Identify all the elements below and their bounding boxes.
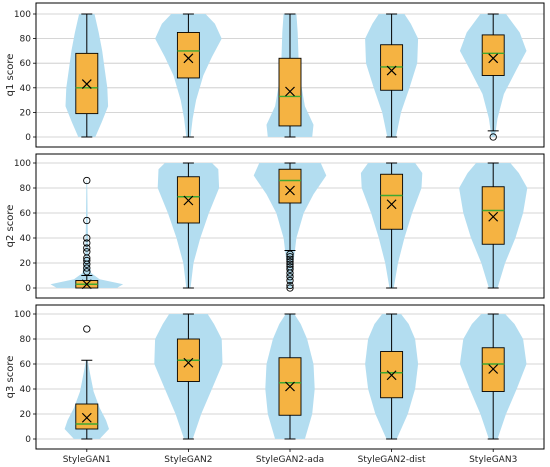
outlier-point — [489, 133, 497, 141]
y-tick-label: 40 — [20, 385, 32, 395]
chart-panels: 0 20 40 60 80 100 q1 score 0 20 40 60 80 100 q2 score… — [5, 2, 545, 450]
series-group — [360, 162, 423, 289]
outlier-point — [286, 250, 294, 258]
series-group — [459, 162, 528, 289]
outlier-point — [286, 255, 294, 263]
y-tick-label: 60 — [20, 209, 32, 219]
outlier-point — [83, 264, 91, 272]
outlier-point — [286, 281, 294, 290]
mean-marker — [81, 79, 92, 90]
box — [176, 32, 200, 79]
y-tick-label: 40 — [20, 84, 32, 94]
series-group — [265, 313, 315, 440]
mean-marker — [386, 199, 397, 210]
series-group — [365, 13, 419, 138]
outlier-point — [83, 268, 91, 276]
panel: 0 20 40 60 80 100 q3 score — [5, 304, 545, 450]
panel: 0 20 40 60 80 100 q1 score — [5, 2, 545, 148]
series-group — [65, 13, 109, 138]
outlier-point — [286, 258, 294, 266]
outlier-point — [83, 325, 91, 333]
y-axis-label: q2 score — [5, 205, 16, 248]
x-axis: StyleGAN1 StyleGAN2 StyleGAN2-ada StyleGAN2… — [63, 449, 517, 465]
y-tick-label: 100 — [14, 159, 31, 169]
panel: 0 20 40 60 80 100 q2 score — [5, 153, 545, 299]
outlier-point — [83, 244, 91, 252]
panel-frame — [35, 153, 545, 299]
y-axis-label: q1 score — [5, 54, 16, 97]
mean-marker — [183, 357, 194, 368]
outlier-point — [83, 234, 91, 242]
x-tick-label: StyleGAN1 — [63, 455, 111, 465]
outlier-point — [83, 256, 91, 265]
mean-marker — [183, 195, 194, 206]
violin — [50, 180, 124, 288]
box — [481, 186, 505, 245]
outlier-point — [83, 248, 91, 256]
mean-marker — [488, 53, 499, 64]
y-tick-label: 20 — [20, 410, 32, 420]
panel-frame — [35, 2, 545, 148]
y-tick-label: 0 — [25, 435, 31, 445]
mean-marker — [81, 412, 92, 423]
y-tick-label: 20 — [20, 259, 32, 269]
box — [75, 403, 99, 430]
mean-marker — [285, 86, 295, 97]
x-tick-label: StyleGAN2 — [164, 455, 212, 465]
y-tick-label: 60 — [20, 360, 32, 370]
y-tick-label: 0 — [25, 133, 31, 143]
box — [380, 173, 404, 230]
mean-marker — [386, 65, 397, 76]
outlier-point — [83, 216, 91, 225]
outlier-point — [286, 273, 294, 281]
series-group — [266, 13, 314, 138]
y-tick-label: 100 — [14, 310, 31, 320]
mean-marker — [81, 279, 92, 290]
mean-marker — [183, 53, 194, 64]
series-group — [459, 13, 527, 141]
box — [481, 34, 505, 76]
outlier-point — [286, 284, 294, 292]
y-tick-label: 80 — [20, 35, 32, 45]
outlier-point — [286, 276, 294, 285]
series-group — [157, 162, 220, 289]
box — [278, 168, 302, 204]
series-group — [365, 313, 419, 440]
mean-marker — [488, 211, 499, 222]
y-tick-label: 20 — [20, 108, 32, 118]
series-group — [459, 313, 527, 440]
series-group — [253, 162, 327, 292]
outlier-point — [83, 176, 91, 185]
y-tick-label: 40 — [20, 234, 32, 244]
series-group — [50, 176, 124, 290]
series-group — [154, 313, 223, 440]
y-tick-label: 80 — [20, 184, 32, 194]
x-tick-label: StyleGAN2-ada — [256, 455, 324, 465]
outlier-point — [286, 253, 294, 261]
series-group — [155, 13, 222, 138]
y-tick-label: 100 — [14, 10, 31, 20]
outlier-point — [83, 239, 91, 247]
series-group — [64, 325, 109, 440]
mean-marker — [488, 364, 499, 374]
outlier-point — [286, 260, 294, 268]
outlier-point — [286, 263, 294, 271]
y-axis-label: q3 score — [5, 356, 16, 399]
outlier-point — [286, 265, 294, 273]
mean-marker — [386, 370, 397, 381]
y-tick-label: 80 — [20, 335, 32, 345]
mean-marker — [285, 381, 295, 392]
x-tick-label: StyleGAN2-dist — [358, 455, 426, 465]
y-tick-label: 0 — [25, 284, 31, 294]
x-tick-label: StyleGAN3 — [469, 455, 517, 465]
mean-marker — [285, 185, 295, 196]
y-tick-label: 60 — [20, 59, 32, 69]
